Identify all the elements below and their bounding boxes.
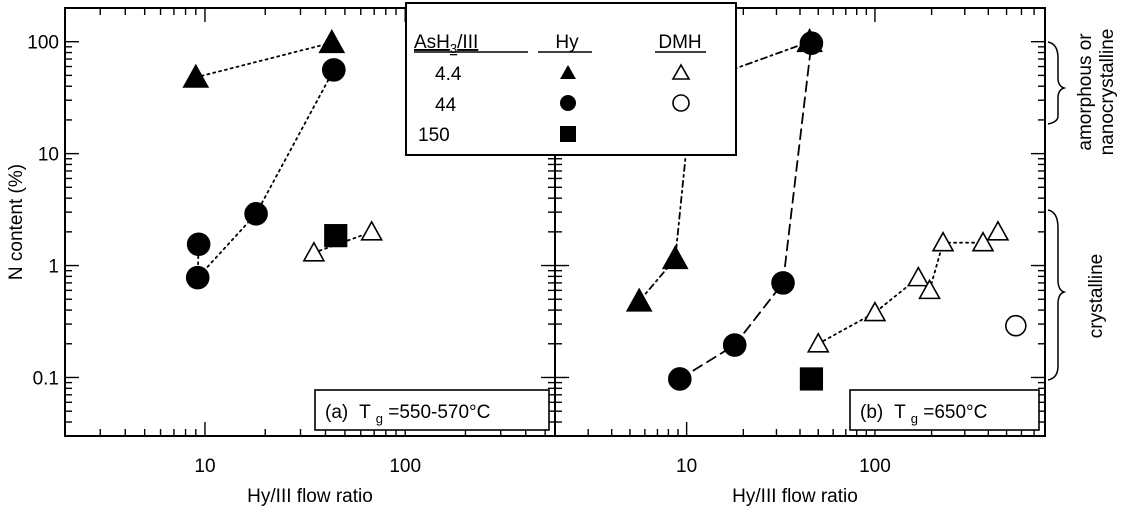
bottom-bracket xyxy=(1047,209,1067,381)
y-tick-label: 1 xyxy=(48,257,59,278)
triangle-marker xyxy=(971,231,995,252)
square-marker xyxy=(324,224,348,248)
y-tick-label: 0.1 xyxy=(33,368,59,389)
circle-marker xyxy=(799,31,824,55)
panel-a-condition-box xyxy=(314,389,550,431)
y-tick-label: 10 xyxy=(38,145,59,166)
circle-marker xyxy=(185,265,210,290)
triangle-marker xyxy=(986,220,1010,241)
series-line xyxy=(638,40,811,303)
panel-a-x-axis-label: Hy/III flow ratio xyxy=(247,486,373,507)
legend-hy-circle-marker xyxy=(560,95,576,111)
panel-a-tag: (a) xyxy=(325,402,348,423)
panel-a-markers xyxy=(182,29,384,290)
series-line xyxy=(678,42,813,380)
circle-marker xyxy=(771,271,795,295)
panel-a-y-tick-labels: 0.1 1 10 100 xyxy=(27,33,59,390)
legend-header-hy: Hy xyxy=(555,32,579,53)
legend-ratio-4.4: 4.4 xyxy=(435,64,462,85)
panel-a-plot: 0.1 1 10 100 10 100 Hy/III flow ratio N cont… xyxy=(6,7,556,507)
triangle-marker xyxy=(931,231,955,252)
circle-marker xyxy=(244,201,268,226)
triangle-marker xyxy=(625,287,653,312)
x-tick-label: 100 xyxy=(389,456,421,477)
panel-a-condition-label: (a) T g =550-570°C xyxy=(325,402,490,428)
legend-ratio-150: 150 xyxy=(418,125,450,146)
circle-marker xyxy=(1005,314,1027,337)
circle-marker xyxy=(722,333,747,357)
y-tick-label: 100 xyxy=(27,33,59,54)
legend-dmh-circle-marker xyxy=(672,94,690,112)
x-tick-label: 100 xyxy=(859,456,891,477)
panel-b-x-axis-label: Hy/III flow ratio xyxy=(732,486,858,507)
panel-b-tag: (b) xyxy=(860,402,883,423)
triangle-marker xyxy=(806,332,830,353)
triangle-marker xyxy=(302,241,326,262)
circle-marker xyxy=(186,232,211,257)
circle-marker xyxy=(321,58,346,82)
top-bracket xyxy=(1047,41,1067,125)
panel-b-condition-label: (b) T g =650°C xyxy=(860,402,987,428)
legend-ratio-44: 44 xyxy=(435,95,457,116)
x-tick-label: 10 xyxy=(676,456,697,477)
panel-a-y-axis-label: N content (%) xyxy=(6,164,27,280)
panel-a-x-tick-labels: 10 100 xyxy=(194,456,421,477)
legend-hy-triangle-marker xyxy=(560,65,576,79)
triangle-marker xyxy=(318,29,346,54)
series-line xyxy=(194,41,333,79)
top-bracket-label-line1: amorphous or xyxy=(1075,33,1096,151)
triangle-marker xyxy=(360,220,384,241)
legend-hy-square-marker xyxy=(560,126,576,142)
series-line xyxy=(817,230,999,345)
legend: AsH3/III Hy DMH 4.4 44 150 xyxy=(405,2,737,156)
triangle-marker xyxy=(906,265,930,287)
triangle-marker xyxy=(918,278,941,300)
legend-dmh-triangle-marker xyxy=(671,63,691,80)
bracket-annotations: amorphous or nanocrystalline crystalline xyxy=(1047,29,1118,381)
triangle-marker xyxy=(661,245,689,270)
legend-header-dmh: DMH xyxy=(658,32,701,53)
triangle-marker xyxy=(863,300,887,322)
top-bracket-label-line2: nanocrystalline xyxy=(1097,29,1118,156)
legend-header-ratio: AsH3/III xyxy=(414,32,478,56)
panel-b-x-tick-labels: 10 100 xyxy=(676,456,891,477)
x-tick-label: 10 xyxy=(194,456,215,477)
triangle-marker xyxy=(182,63,210,88)
circle-marker xyxy=(668,367,692,391)
panel-b-condition-box xyxy=(849,389,1040,431)
square-marker xyxy=(799,367,824,391)
bottom-bracket-label: crystalline xyxy=(1086,254,1107,338)
